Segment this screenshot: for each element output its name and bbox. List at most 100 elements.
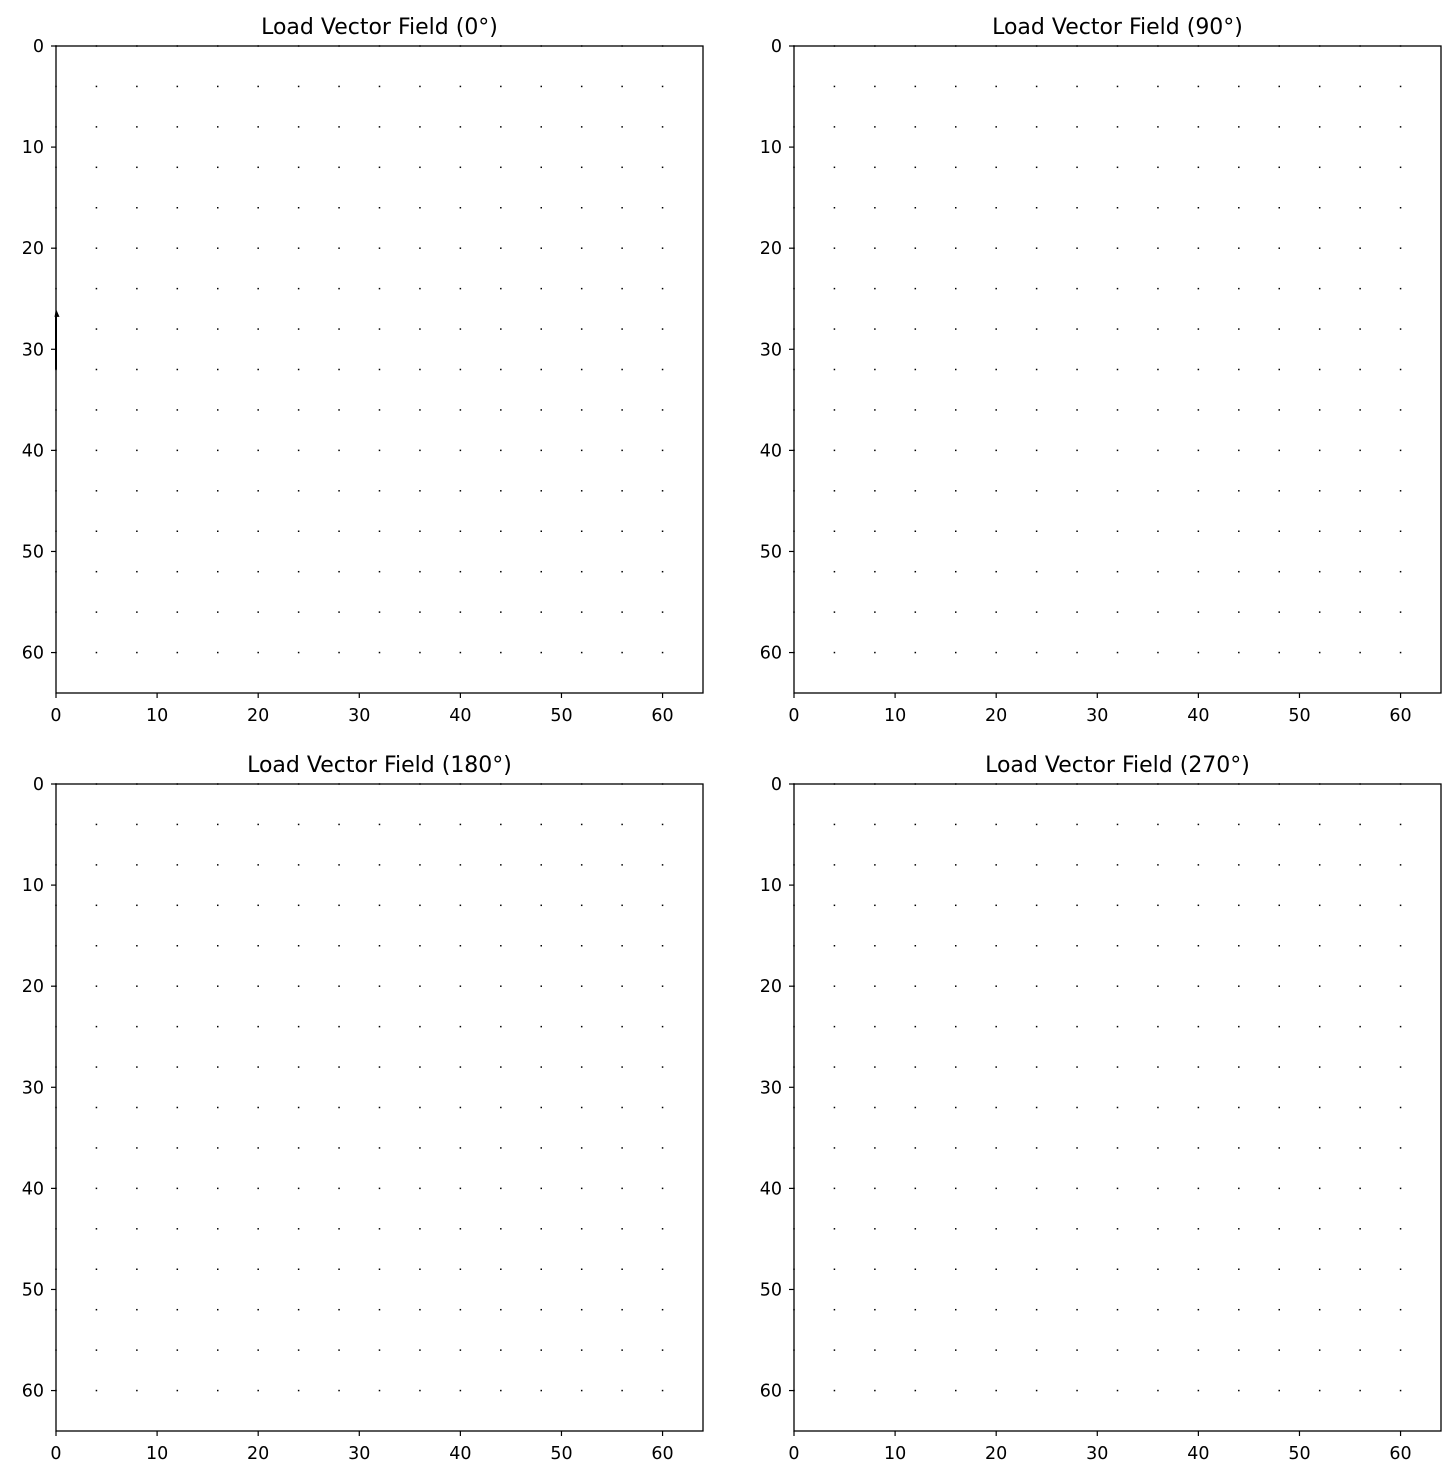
quiver-point xyxy=(874,207,876,209)
quiver-point xyxy=(378,1147,381,1149)
quiver-point xyxy=(1399,85,1402,88)
quiver-point xyxy=(621,1389,623,1392)
quiver-point xyxy=(1076,611,1078,613)
quiver-point xyxy=(995,1147,997,1149)
quiver-point xyxy=(914,328,917,330)
quiver-point xyxy=(257,1147,259,1149)
quiver-point xyxy=(176,651,179,654)
quiver-point xyxy=(1399,247,1402,249)
quiver-point xyxy=(621,823,623,826)
quiver-point xyxy=(1197,166,1200,169)
quiver-point xyxy=(217,985,219,987)
quiver-point xyxy=(955,1187,957,1190)
quiver-point xyxy=(833,864,836,866)
quiver-point xyxy=(833,409,836,411)
quiver-point xyxy=(1076,530,1078,532)
quiver-point xyxy=(1238,328,1240,330)
quiver-point xyxy=(136,530,138,532)
quiver-point xyxy=(95,1187,98,1190)
quiver-point xyxy=(1399,945,1402,947)
quiver-point xyxy=(500,1308,502,1311)
quiver-point xyxy=(136,85,138,88)
quiver-point xyxy=(419,287,421,290)
quiver-point xyxy=(217,1389,219,1392)
quiver-point xyxy=(338,409,340,411)
quiver-point xyxy=(580,247,583,249)
y-tick-label: 0 xyxy=(771,775,782,795)
quiver-point xyxy=(833,1308,836,1311)
quiver-point xyxy=(217,1147,219,1149)
quiver-point xyxy=(257,449,259,452)
quiver-point xyxy=(995,247,997,249)
quiver-point xyxy=(1359,368,1361,371)
quiver-point xyxy=(955,1308,957,1311)
quiver-point xyxy=(1076,864,1078,866)
quiver-point xyxy=(995,368,997,371)
quiver-point xyxy=(1278,1308,1280,1311)
quiver-point xyxy=(95,1106,98,1109)
quiver-point xyxy=(378,247,381,249)
quiver-point xyxy=(1076,1389,1078,1392)
quiver-point xyxy=(500,611,502,613)
quiver-point xyxy=(1197,1187,1200,1190)
quiver-point xyxy=(914,651,917,654)
quiver-point xyxy=(1157,570,1159,573)
quiver-point xyxy=(500,945,502,947)
quiver-point xyxy=(914,1147,917,1149)
quiver-point xyxy=(580,490,583,492)
x-tick-label: 30 xyxy=(348,1444,370,1464)
x-tick-label: 40 xyxy=(1187,706,1209,726)
quiver-point xyxy=(1116,945,1119,947)
quiver-point xyxy=(1399,1066,1402,1068)
quiver-point xyxy=(95,409,98,411)
quiver-point xyxy=(914,1066,917,1068)
quiver-point xyxy=(1116,651,1119,654)
quiver-point xyxy=(955,287,957,290)
quiver-point xyxy=(419,651,421,654)
quiver-point xyxy=(1116,611,1119,613)
quiver-point xyxy=(1197,1147,1200,1149)
quiver-point xyxy=(459,1349,462,1351)
quiver-point xyxy=(297,570,300,573)
quiver-point xyxy=(338,864,340,866)
quiver-point xyxy=(874,985,876,987)
quiver-point xyxy=(217,490,219,492)
quiver-point xyxy=(874,1228,876,1230)
quiver-point xyxy=(136,247,138,249)
quiver-point xyxy=(500,1389,502,1392)
quiver-point xyxy=(661,530,664,532)
quiver-point xyxy=(1157,1025,1159,1028)
quiver-point xyxy=(1278,368,1280,371)
quiver-point xyxy=(1157,530,1159,532)
quiver-point xyxy=(1318,368,1321,371)
y-tick-label: 50 xyxy=(22,1280,44,1300)
quiver-point xyxy=(1278,1228,1280,1230)
quiver-point xyxy=(1278,207,1280,209)
quiver-point xyxy=(621,166,623,169)
y-tick-label: 10 xyxy=(22,876,44,896)
quiver-point xyxy=(338,126,340,128)
quiver-point xyxy=(459,368,462,371)
quiver-point xyxy=(1318,449,1321,452)
quiver-point xyxy=(874,864,876,866)
quiver-point xyxy=(621,1066,623,1068)
quiver-point xyxy=(500,985,502,987)
quiver-point xyxy=(459,409,462,411)
quiver-point xyxy=(136,651,138,654)
quiver-point xyxy=(1197,530,1200,532)
quiver-point xyxy=(1035,1106,1038,1109)
quiver-point xyxy=(95,247,98,249)
x-tick-label: 30 xyxy=(1086,1444,1108,1464)
quiver-point xyxy=(176,1308,179,1311)
quiver-point xyxy=(580,945,583,947)
quiver-point xyxy=(1399,651,1402,654)
quiver-point xyxy=(874,904,876,907)
quiver-point xyxy=(95,1147,98,1149)
quiver-point xyxy=(136,864,138,866)
quiver-point xyxy=(1278,328,1280,330)
quiver-point xyxy=(176,207,179,209)
quiver-point xyxy=(995,1187,997,1190)
quiver-point xyxy=(833,328,836,330)
quiver-point xyxy=(1116,1147,1119,1149)
quiver-point xyxy=(874,1349,876,1351)
